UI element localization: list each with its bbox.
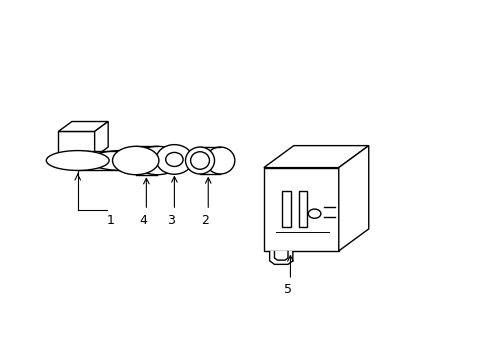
Ellipse shape <box>185 147 214 174</box>
Polygon shape <box>58 122 108 131</box>
Ellipse shape <box>90 150 152 170</box>
Ellipse shape <box>134 146 180 175</box>
Ellipse shape <box>112 146 159 175</box>
Ellipse shape <box>165 152 183 166</box>
Text: 1: 1 <box>106 214 114 227</box>
Text: 3: 3 <box>167 214 175 227</box>
Text: 2: 2 <box>201 214 208 227</box>
Bar <box>298 192 307 227</box>
Ellipse shape <box>46 150 109 170</box>
Ellipse shape <box>190 152 209 169</box>
Ellipse shape <box>156 145 192 174</box>
Text: 4: 4 <box>139 214 146 227</box>
Polygon shape <box>95 122 108 157</box>
Polygon shape <box>264 145 368 168</box>
Polygon shape <box>269 251 292 264</box>
Bar <box>282 192 290 227</box>
Polygon shape <box>58 131 95 157</box>
Polygon shape <box>338 145 368 251</box>
Polygon shape <box>264 168 338 251</box>
Ellipse shape <box>205 147 234 174</box>
Circle shape <box>308 209 320 218</box>
Text: 5: 5 <box>284 283 291 297</box>
